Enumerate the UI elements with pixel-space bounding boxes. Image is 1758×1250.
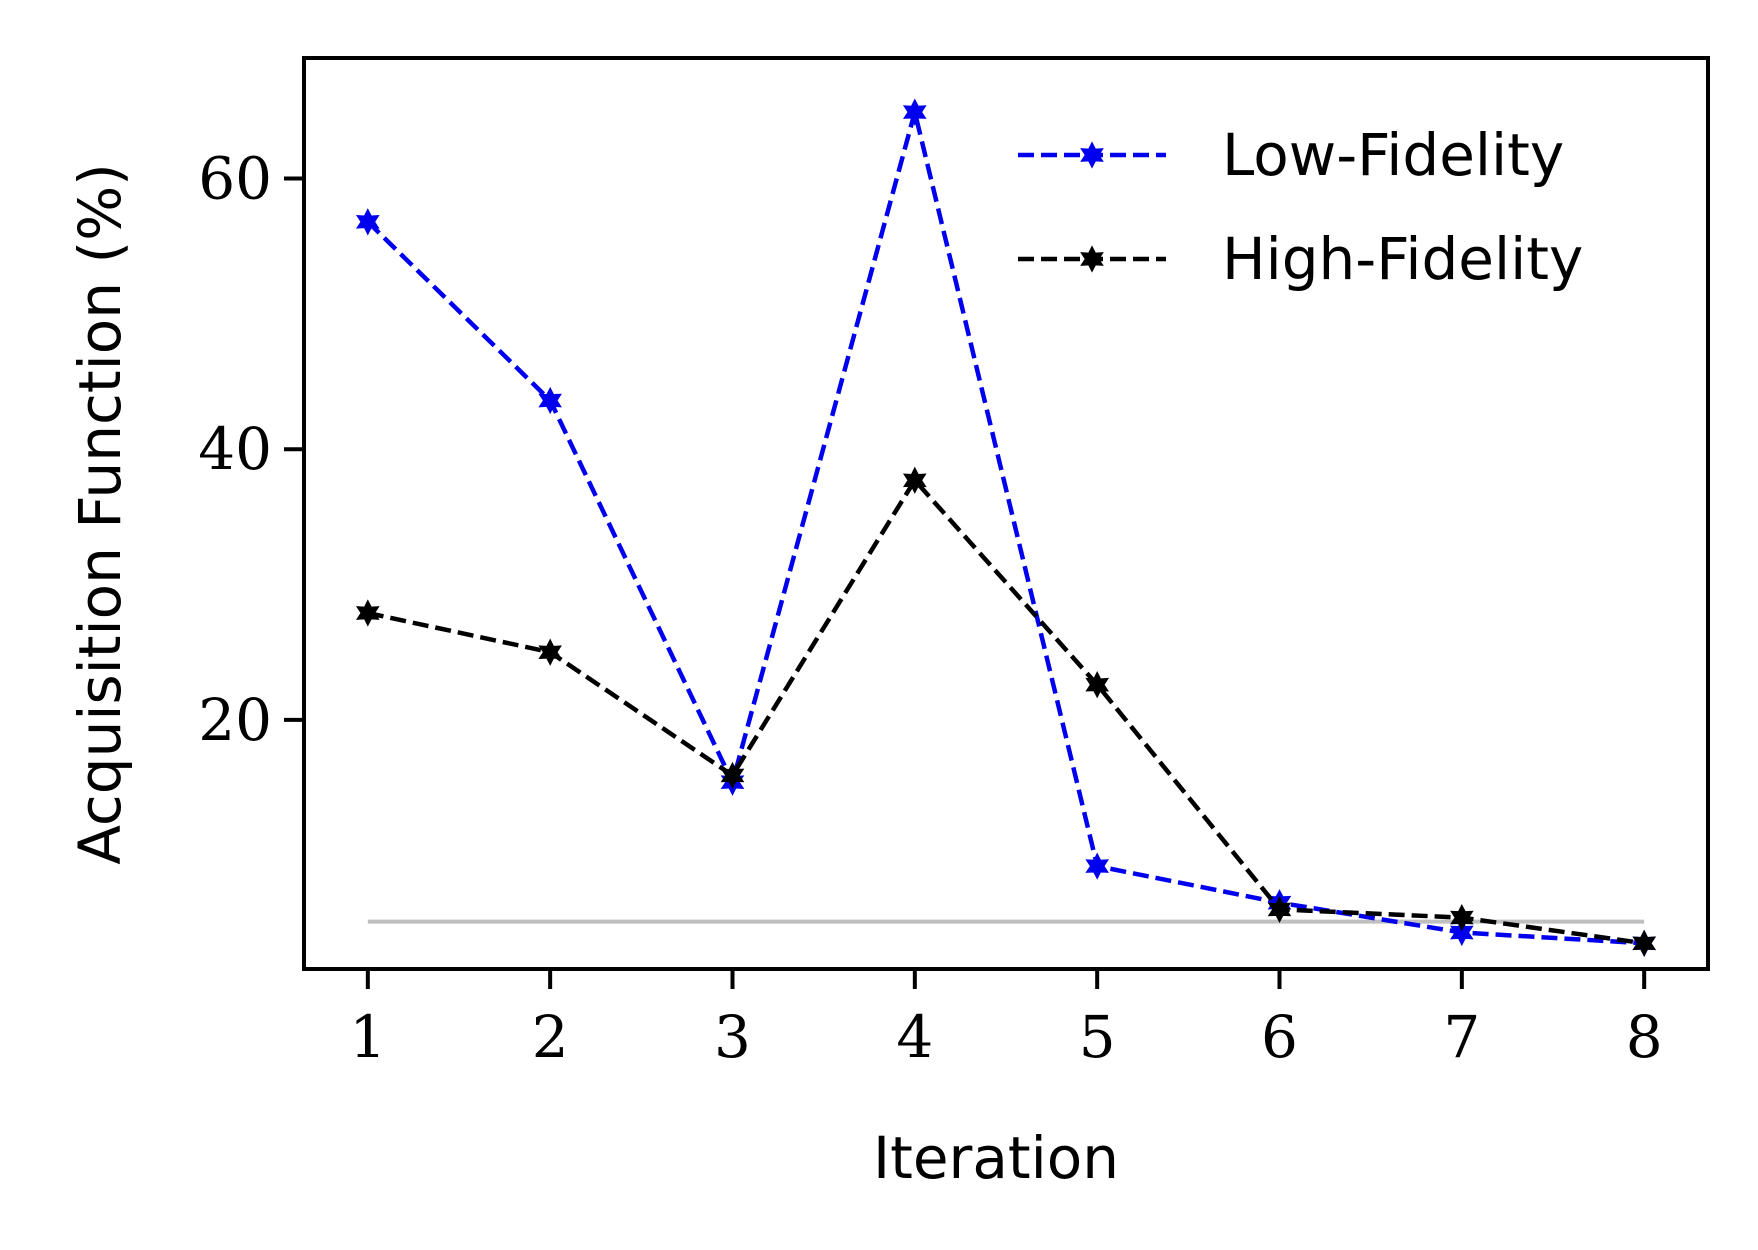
x-tick-label-3: 3 bbox=[714, 1003, 751, 1071]
legend-marker-2 bbox=[1080, 245, 1104, 273]
series-2-point-4 bbox=[902, 466, 927, 494]
x-tick-label-2: 2 bbox=[532, 1003, 569, 1071]
series-2-point-7 bbox=[1450, 903, 1474, 932]
series-1-point-4 bbox=[902, 98, 927, 126]
y-axis-label: Acquisition Function (%) bbox=[66, 163, 134, 865]
series-layer bbox=[355, 98, 1657, 957]
x-tick-label-8: 8 bbox=[1626, 1003, 1663, 1071]
x-tick-label-4: 4 bbox=[896, 1003, 933, 1071]
series-line-2 bbox=[367, 476, 1645, 946]
x-tick-label-5: 5 bbox=[1079, 1003, 1116, 1071]
ticks-layer: 1 2 3 4 5 6 7 8 20 40 60 bbox=[198, 144, 1662, 1071]
legend-label-1: Low-Fidelity bbox=[1222, 121, 1564, 189]
series-2-point-3 bbox=[720, 761, 745, 790]
series-2-point-2 bbox=[538, 638, 562, 666]
legend-label-2: High-Fidelity bbox=[1222, 225, 1583, 293]
series-2-point-1 bbox=[355, 599, 380, 627]
series-1-point-7 bbox=[1450, 918, 1474, 947]
axes-frame bbox=[302, 56, 1710, 971]
x-tick-label-7: 7 bbox=[1443, 1003, 1480, 1071]
x-tick-label-6: 6 bbox=[1261, 1003, 1298, 1071]
series-1-point-1 bbox=[355, 208, 380, 236]
series-2-point-8 bbox=[1632, 929, 1657, 957]
series-1-point-2 bbox=[538, 386, 562, 415]
y-tick-label-40: 40 bbox=[198, 415, 272, 483]
series-line-1 bbox=[366, 111, 1645, 946]
series-2-point-6 bbox=[1267, 895, 1292, 924]
x-tick-label-1: 1 bbox=[349, 1003, 386, 1071]
y-tick-label-20: 20 bbox=[198, 686, 272, 754]
series-1-point-5 bbox=[1085, 852, 1110, 880]
y-tick-label-60: 60 bbox=[198, 144, 272, 212]
legend-marker-1 bbox=[1080, 141, 1104, 169]
x-axis-label: Iteration bbox=[873, 1124, 1119, 1192]
legend: Low-Fidelity High-Fidelity bbox=[1018, 121, 1583, 293]
series-2-point-5 bbox=[1085, 671, 1110, 699]
